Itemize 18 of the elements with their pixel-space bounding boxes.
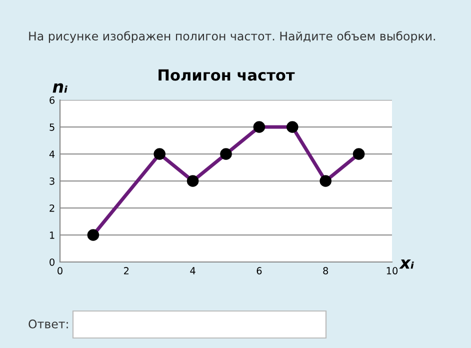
x-axis-title: xᵢ [399, 259, 414, 269]
chart-title: Полигон частот [158, 69, 295, 81]
y-tick-label: 1 [50, 232, 54, 239]
x-tick-label: 8 [323, 267, 328, 274]
y-tick-label: 4 [49, 150, 55, 158]
y-tick-label: 6 [50, 96, 55, 104]
text: Ответ: [28, 319, 68, 328]
x-tick-label: 0 [58, 267, 62, 274]
x-tick-label: 10 [386, 267, 398, 274]
y-axis-title: nᵢ [52, 83, 68, 93]
y-tick-label: 2 [50, 204, 54, 212]
x-tick-label: 6 [256, 267, 262, 274]
text: На рисунке изображен полигон частот. Найдите объем выборки. [29, 31, 435, 43]
y-tick-label: 5 [50, 124, 54, 131]
x-tick-label: 2 [124, 267, 129, 274]
y-tick-label: 0 [50, 258, 54, 266]
y-tick-label: 3 [50, 177, 54, 185]
x-tick-label: 4 [190, 267, 196, 274]
